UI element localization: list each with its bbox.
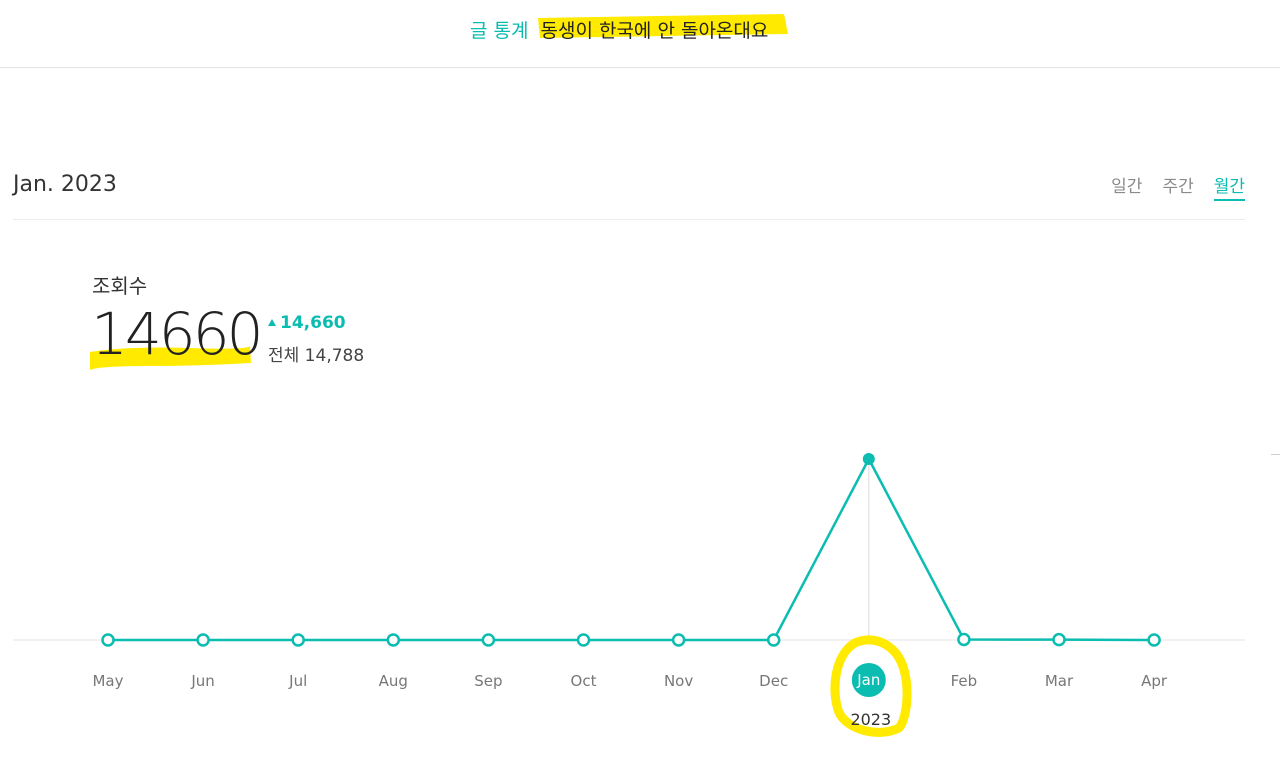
title-highlighter-mark — [538, 13, 789, 38]
metric-value-block: 14660 — [88, 300, 264, 378]
metric-delta-value: 14,660 — [280, 313, 346, 333]
metric-total: 전체 14,788 — [268, 346, 365, 366]
top-bar: 글 통계 동생이 한국에 안 돌아온대요 — [0, 0, 1280, 68]
selected-year-label: 2023 — [850, 710, 891, 729]
x-tick-label[interactable]: May — [92, 672, 123, 690]
selected-month-badge[interactable] — [851, 663, 886, 697]
metric-delta: 14,660 — [268, 313, 346, 333]
x-tick-label[interactable]: Oct — [571, 672, 597, 690]
period-header: Jan. 2023 일간 주간 월간 — [13, 160, 1245, 220]
x-tick-label[interactable]: Dec — [759, 672, 788, 690]
data-point[interactable] — [576, 633, 591, 647]
x-tick-label[interactable]: Jun — [190, 672, 214, 690]
data-point[interactable] — [671, 633, 686, 647]
x-tick-label[interactable]: Apr — [1141, 672, 1168, 690]
data-point[interactable] — [1147, 633, 1161, 647]
edge-divider — [1271, 454, 1280, 455]
data-point[interactable] — [1052, 632, 1066, 647]
section-label: 글 통계 — [470, 19, 529, 42]
data-point[interactable] — [291, 633, 305, 647]
data-point-selected[interactable] — [862, 453, 875, 465]
data-point[interactable] — [101, 633, 115, 647]
tab-monthly[interactable]: 월간 — [1213, 172, 1245, 201]
data-point[interactable] — [196, 633, 210, 647]
top-bar-content: 글 통계 동생이 한국에 안 돌아온대요 — [470, 13, 789, 43]
post-title[interactable]: 동생이 한국에 안 돌아온대요 — [538, 13, 789, 43]
x-tick-label[interactable]: Mar — [1045, 672, 1074, 690]
post-title-text: 동생이 한국에 안 돌아온대요 — [540, 19, 769, 42]
tab-daily[interactable]: 일간 — [1111, 177, 1143, 197]
x-tick-label[interactable]: Aug — [379, 672, 408, 690]
series-line — [108, 457, 1155, 642]
selected-month-highlighter-mark — [830, 635, 912, 737]
data-point[interactable] — [386, 633, 401, 647]
data-point[interactable] — [957, 632, 971, 647]
value-highlighter-mark — [90, 346, 251, 370]
x-tick-label[interactable]: Sep — [474, 672, 502, 690]
metric-value: 14660 — [91, 300, 264, 368]
data-point[interactable] — [481, 633, 496, 647]
period-label: Jan. 2023 — [13, 172, 117, 197]
x-tick-label[interactable]: Jul — [288, 672, 307, 690]
x-tick-label[interactable]: Feb — [951, 672, 978, 690]
metric-title: 조회수 — [92, 274, 148, 298]
data-point[interactable] — [766, 633, 781, 647]
tab-weekly[interactable]: 주간 — [1162, 177, 1194, 197]
x-tick-label-selected[interactable]: Jan — [856, 671, 880, 689]
up-arrow-icon — [268, 318, 276, 326]
x-tick-label[interactable]: Nov — [664, 672, 693, 690]
period-tabs: 일간 주간 월간 — [1111, 172, 1245, 201]
